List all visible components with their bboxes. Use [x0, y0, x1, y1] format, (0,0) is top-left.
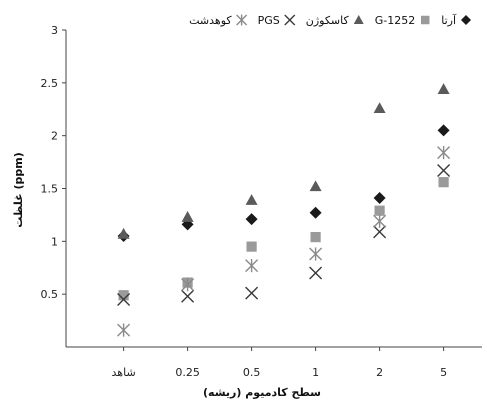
- point-triangle: [181, 211, 194, 222]
- legend-item: G-1252: [375, 14, 430, 27]
- y-tick-label: 0.5: [41, 288, 59, 301]
- point-x: [437, 164, 451, 178]
- x-tick-labels: شاهد 0.25 0.5 1 2 5: [112, 347, 447, 379]
- legend-label: PGS: [258, 14, 280, 27]
- data-points: [117, 83, 451, 337]
- point-triangle: [309, 180, 322, 192]
- point-triangle: [245, 194, 258, 205]
- x-tick-label: 5: [440, 366, 447, 379]
- legend-x-icon: [284, 14, 296, 26]
- point-diamond: [373, 192, 386, 205]
- point-asterisk: [245, 259, 259, 273]
- x-tick-label: 2: [376, 366, 383, 379]
- legend-item: آرتا: [441, 13, 471, 27]
- point-diamond: [309, 206, 322, 219]
- y-axis-title: غلظت (ppm): [12, 152, 25, 227]
- point-asterisk: [309, 247, 323, 261]
- x-tick-label: 0.5: [243, 366, 261, 379]
- legend-item: PGS: [258, 14, 296, 27]
- point-x: [245, 286, 259, 300]
- y-tick-label: 2: [51, 130, 58, 143]
- point-asterisk: [437, 145, 451, 160]
- y-tick-label: 2.5: [41, 77, 59, 90]
- legend-label: کاسکوژن: [306, 14, 350, 27]
- point-triangle: [117, 227, 130, 239]
- legend-label: G-1252: [375, 14, 416, 27]
- point-asterisk: [181, 278, 195, 292]
- x-tick-label: شاهد: [112, 366, 136, 379]
- point-square: [118, 290, 129, 301]
- legend-triangle-icon: [353, 15, 364, 24]
- legend-item: کاسکوژن: [306, 14, 364, 27]
- y-tick-label: 1.5: [41, 183, 59, 196]
- point-x: [181, 289, 195, 303]
- legend-square-icon: [420, 15, 430, 25]
- point-x: [309, 266, 323, 280]
- point-square: [374, 205, 385, 216]
- point-square: [310, 232, 321, 243]
- legend-label: کوهدشت: [189, 14, 232, 27]
- legend-asterisk-icon: [236, 14, 248, 26]
- point-x: [117, 292, 131, 306]
- point-asterisk: [373, 214, 387, 228]
- legend-diamond-icon: [461, 15, 471, 25]
- point-x: [373, 225, 387, 239]
- point-triangle: [437, 83, 450, 94]
- point-square: [438, 177, 449, 188]
- point-diamond: [245, 213, 258, 226]
- x-tick-label: 1: [312, 366, 319, 379]
- legend: آرتا G-1252 کاسکوژن PGS کوهدشت: [189, 13, 471, 27]
- x-tick-label: 0.25: [175, 366, 200, 379]
- x-axis-title: سطح کادمیوم (ریشه): [203, 386, 321, 399]
- legend-label: آرتا: [441, 13, 457, 27]
- point-square: [246, 241, 257, 252]
- y-tick-labels: 0.5 1 1.5 2 2.5 3: [41, 24, 66, 301]
- point-diamond: [437, 124, 450, 137]
- legend-item: کوهدشت: [189, 14, 248, 27]
- point-triangle: [373, 102, 386, 113]
- y-tick-label: 1: [51, 235, 58, 248]
- y-tick-label: 3: [51, 24, 58, 37]
- point-asterisk: [117, 323, 131, 337]
